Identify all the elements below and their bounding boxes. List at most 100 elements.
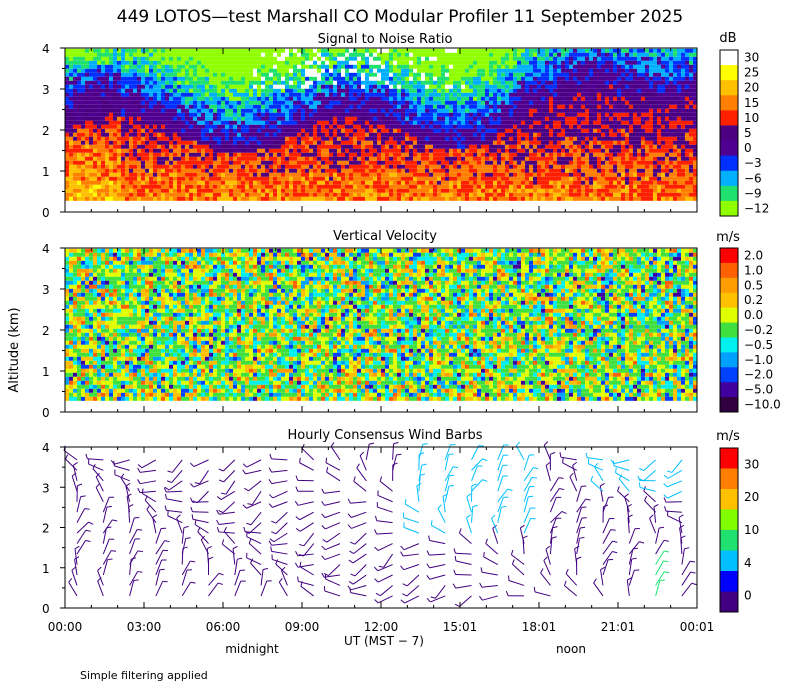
heatmap-cell — [357, 180, 361, 185]
heatmap-cell — [489, 192, 493, 197]
heatmap-cell — [109, 100, 113, 105]
heatmap-cell — [177, 140, 181, 145]
heatmap-cell — [541, 80, 545, 85]
heatmap-cell — [289, 72, 293, 77]
heatmap-cell — [533, 52, 537, 57]
heatmap-cell — [409, 88, 413, 93]
y-tick-label: 1 — [42, 165, 50, 179]
heatmap-cell — [477, 172, 481, 177]
heatmap-cell — [445, 144, 449, 149]
heatmap-cell — [141, 164, 145, 169]
heatmap-cell — [261, 116, 265, 121]
heatmap-cell — [513, 88, 517, 93]
heatmap-cell — [537, 148, 541, 153]
heatmap-cell — [441, 60, 445, 65]
heatmap-cell — [153, 108, 157, 113]
heatmap-cell — [549, 124, 553, 129]
heatmap-cell — [209, 180, 213, 185]
heatmap-cell — [389, 100, 393, 105]
heatmap-cell — [145, 140, 149, 145]
heatmap-cell — [433, 124, 437, 129]
heatmap-cell — [69, 108, 73, 113]
heatmap-cell — [585, 80, 589, 85]
heatmap-cell — [301, 144, 305, 149]
heatmap-cell — [245, 148, 249, 153]
heatmap-cell — [317, 48, 321, 53]
heatmap-cell — [161, 84, 165, 89]
heatmap-cell — [489, 136, 493, 141]
heatmap-cell — [345, 124, 349, 129]
heatmap-cell — [161, 80, 165, 85]
heatmap-cell — [353, 164, 357, 169]
heatmap-cell — [113, 160, 117, 165]
heatmap-cell — [505, 48, 509, 53]
heatmap-cell — [69, 104, 73, 109]
heatmap-cell — [257, 176, 261, 181]
heatmap-cell — [569, 104, 573, 109]
heatmap-cell — [153, 176, 157, 181]
heatmap-cell — [137, 108, 141, 113]
heatmap-cell — [213, 116, 217, 121]
heatmap-cell — [249, 172, 253, 177]
heatmap-cell — [141, 156, 145, 161]
heatmap-cell — [181, 56, 185, 61]
heatmap-cell — [341, 68, 345, 73]
heatmap-cell — [417, 128, 421, 133]
heatmap-cell — [93, 80, 97, 85]
heatmap-cell — [413, 144, 417, 149]
heatmap-cell — [517, 64, 521, 69]
chart-title: 449 LOTOS—test Marshall CO Modular Profi… — [117, 7, 683, 27]
heatmap-cell — [553, 96, 557, 101]
heatmap-cell — [433, 120, 437, 125]
heatmap-cell — [89, 96, 93, 101]
heatmap-cell — [257, 164, 261, 169]
heatmap-cell — [289, 160, 293, 165]
heatmap-cell — [149, 104, 153, 109]
heatmap-cell — [149, 108, 153, 113]
heatmap-cell — [349, 104, 353, 109]
heatmap-cell — [185, 112, 189, 117]
heatmap-cell — [453, 52, 457, 57]
heatmap-cell — [353, 120, 357, 125]
heatmap-cell — [533, 140, 537, 145]
heatmap-cell — [161, 92, 165, 97]
heatmap-cell — [437, 100, 441, 105]
heatmap-cell — [553, 100, 557, 105]
heatmap-cell — [117, 84, 121, 89]
heatmap-cell — [277, 180, 281, 185]
heatmap-cell — [225, 152, 229, 157]
heatmap-cell — [449, 184, 453, 189]
heatmap-cell — [177, 168, 181, 173]
heatmap-cell — [181, 92, 185, 97]
heatmap-cell — [473, 140, 477, 145]
heatmap-cell — [513, 52, 517, 57]
heatmap-cell — [437, 136, 441, 141]
heatmap-cell — [441, 152, 445, 157]
heatmap-cell — [205, 80, 209, 85]
heatmap-cell — [409, 144, 413, 149]
heatmap-cell — [461, 144, 465, 149]
heatmap-cell — [189, 104, 193, 109]
heatmap-cell — [277, 192, 281, 197]
heatmap-cell — [217, 152, 221, 157]
heatmap-cell — [525, 176, 529, 181]
heatmap-cell — [361, 92, 365, 97]
heatmap-cell — [321, 108, 325, 113]
heatmap-cell — [201, 88, 205, 93]
heatmap-cell — [165, 56, 169, 61]
heatmap-cell — [181, 72, 185, 77]
heatmap-cell — [485, 104, 489, 109]
heatmap-cell — [577, 188, 581, 193]
heatmap-cell — [401, 152, 405, 157]
heatmap-cell — [189, 112, 193, 117]
heatmap-cell — [105, 100, 109, 105]
heatmap-cell — [185, 68, 189, 73]
heatmap-cell — [497, 124, 501, 129]
heatmap-cell — [297, 76, 301, 81]
heatmap-cell — [441, 156, 445, 161]
heatmap-cell — [229, 164, 233, 169]
heatmap-cell — [445, 60, 449, 65]
heatmap-cell — [457, 164, 461, 169]
heatmap-cell — [233, 152, 237, 157]
heatmap-cell — [297, 72, 301, 77]
